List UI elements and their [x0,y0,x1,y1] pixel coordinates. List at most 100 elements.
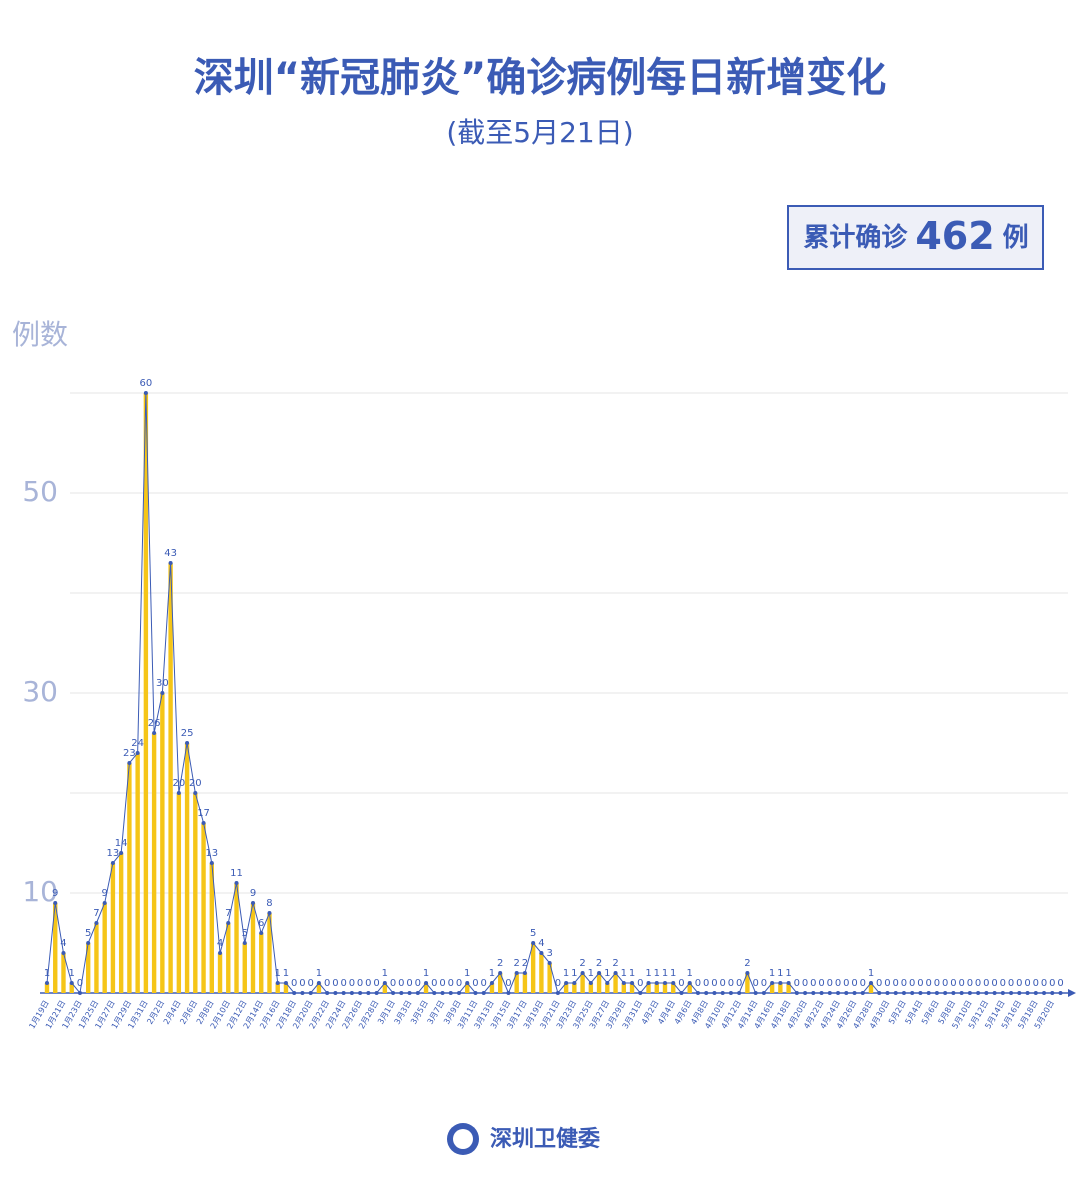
bar [259,933,264,993]
data-label: 0 [975,978,981,989]
bar [110,863,116,993]
point [877,991,882,995]
point [86,941,91,945]
point [605,981,610,985]
point [646,981,651,985]
point [794,991,799,995]
point [382,981,387,985]
data-label: 0 [439,978,445,989]
data-label: 1 [777,968,783,979]
bar [234,883,239,993]
data-label: 24 [131,738,144,749]
point [53,901,58,905]
point [1009,991,1014,995]
point [695,991,700,995]
data-label: 2 [612,958,618,969]
data-label: 0 [942,978,948,989]
data-label: 0 [827,978,833,989]
data-label: 7 [93,908,99,919]
point [69,981,74,985]
point [893,991,898,995]
data-label: 0 [711,978,717,989]
point [448,991,453,995]
point [407,991,412,995]
bar [646,983,651,993]
data-label: 30 [156,678,169,689]
bar [316,983,322,993]
point [1058,991,1063,995]
data-label: 14 [115,838,128,849]
point [399,991,404,995]
point [869,981,873,985]
data-label: 0 [415,978,421,989]
data-label: 0 [77,978,83,989]
point [152,731,157,735]
point [176,791,181,795]
line [46,392,1061,995]
point [704,991,709,995]
bar [423,983,429,993]
bar [580,973,585,993]
data-label: 2 [522,958,528,969]
point [168,561,173,565]
point [934,991,939,995]
data-label: 9 [52,888,58,899]
data-label: 0 [736,978,742,989]
point [259,931,264,935]
data-label: 0 [752,978,758,989]
bar [127,763,132,993]
point [597,971,602,975]
data-label: 0 [884,978,890,989]
point [943,991,948,995]
point [959,991,964,995]
point [638,991,643,995]
point [819,991,824,995]
point [1025,991,1030,995]
point [514,971,519,975]
point [251,901,255,905]
point [522,971,527,975]
data-label: 1 [629,968,635,979]
data-label: 0 [481,978,487,989]
point [209,861,214,865]
data-label: 1 [283,968,289,979]
point [836,991,841,995]
point [679,991,684,995]
data-label: 1 [769,968,775,979]
data-label: 1 [571,968,577,979]
point [728,991,733,995]
bar [514,973,519,993]
bar [687,983,692,993]
point [218,951,223,955]
point [201,821,206,825]
point [753,991,758,995]
data-label: 0 [1016,978,1022,989]
point [951,991,956,995]
bar [778,983,783,993]
data-label: 2 [579,958,585,969]
point [160,691,165,695]
bar [382,983,388,993]
total-box [787,205,1044,270]
bar [94,923,99,993]
bar [143,393,149,993]
data-label: 0 [1024,978,1030,989]
data-label: 20 [189,778,202,789]
data-label: 9 [250,888,256,899]
data-label: 0 [851,978,857,989]
bar [563,983,569,993]
data-label: 0 [472,978,478,989]
data-label: 9 [101,888,107,899]
total-text: 累计确诊 462 例 [803,214,1028,258]
data-label: 0 [925,978,931,989]
data-label: 23 [123,748,136,759]
point [1050,991,1055,995]
data-label: 5 [242,928,248,939]
point [308,991,313,995]
bar [184,743,190,993]
bar [160,693,165,993]
data-label: 7 [225,908,231,919]
data-label: 0 [843,978,849,989]
point [432,991,437,995]
data-label: 0 [991,978,997,989]
